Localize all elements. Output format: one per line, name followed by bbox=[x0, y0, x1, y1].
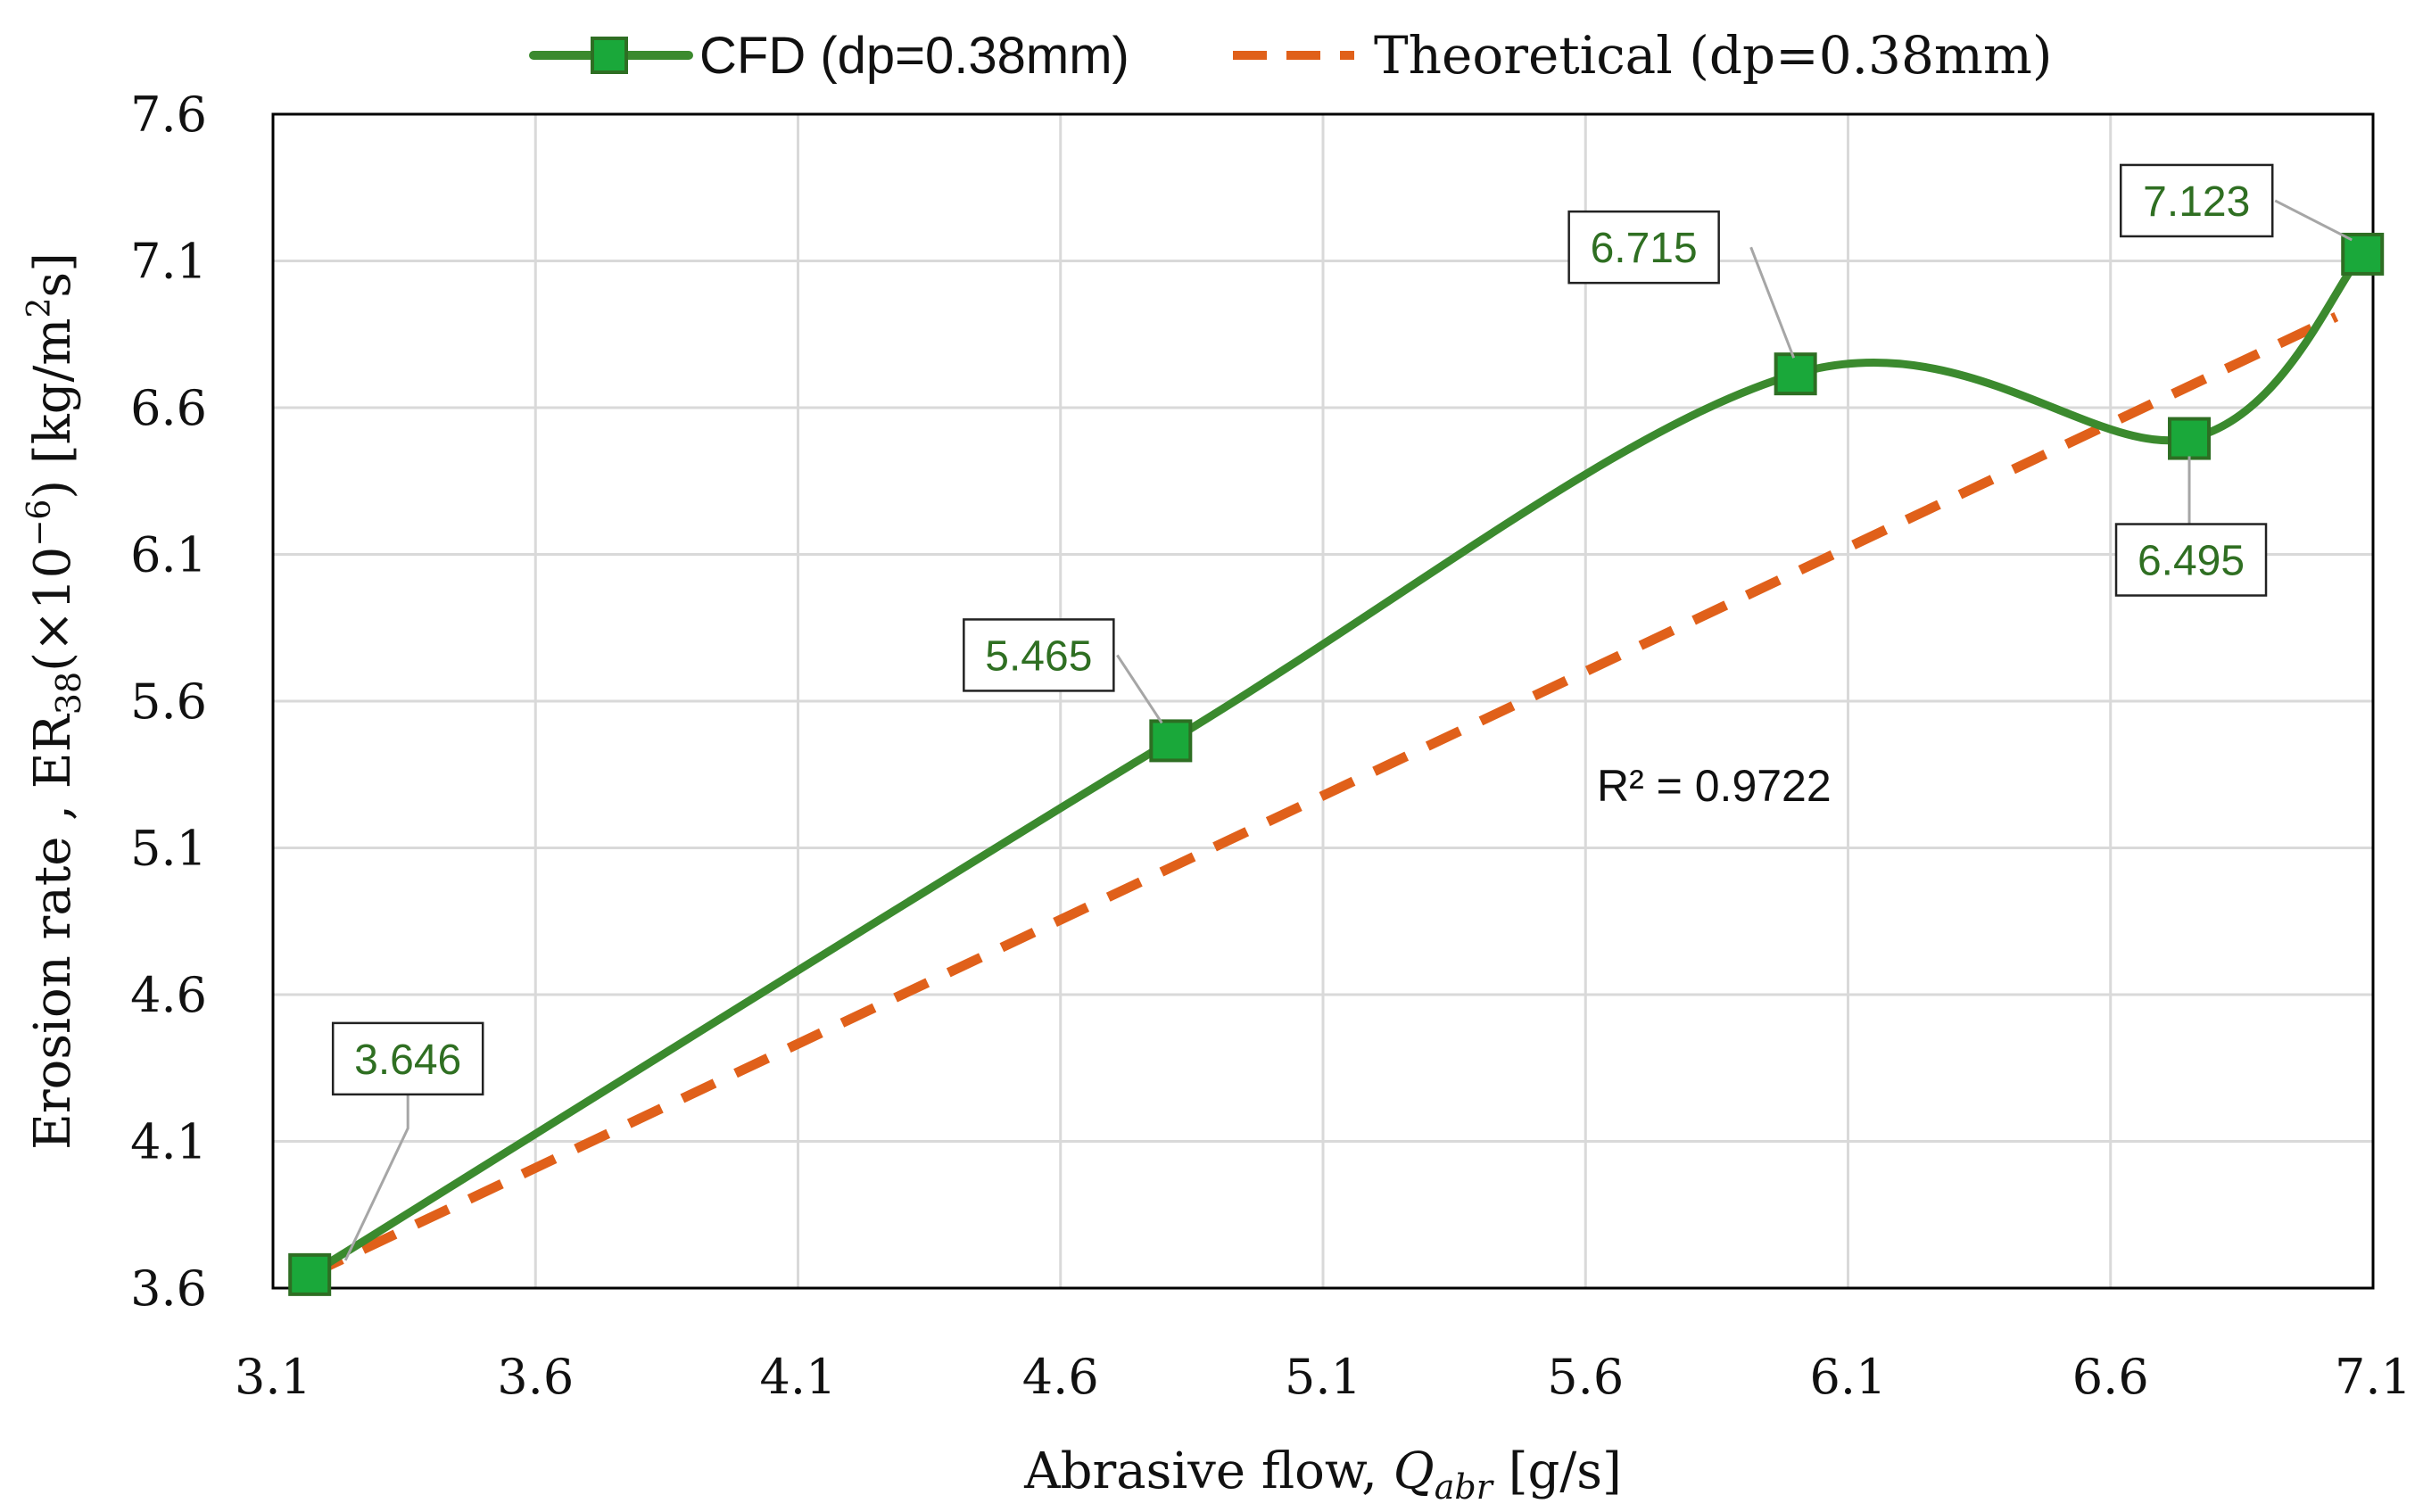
data-label-leader-0 bbox=[343, 1094, 409, 1261]
x-axis-ticks: 3.1 3.6 4.1 4.6 5.1 5.6 6.1 6.6 7.1 bbox=[235, 1349, 2411, 1405]
y-axis-ticks: 3.6 4.1 4.6 5.1 5.6 6.1 6.6 7.1 7.6 bbox=[130, 87, 207, 1317]
data-label-leader-4 bbox=[2274, 199, 2353, 242]
y-axis-title-exponent: −6 bbox=[21, 500, 58, 547]
x-tick-label-8: 7.1 bbox=[2335, 1349, 2411, 1405]
data-label-1: 5.465 bbox=[985, 632, 1092, 680]
y-axis-title-close: ) [kg/m bbox=[24, 318, 82, 499]
y-tick-label-1: 4.1 bbox=[130, 1114, 207, 1170]
y-axis-title-unit-exponent: 2 bbox=[21, 298, 58, 318]
y-tick-label-8: 7.6 bbox=[130, 87, 207, 143]
data-label-box-2 bbox=[1567, 210, 1720, 285]
legend: CFD (dp=0.38mm) Theoretical (dp=0.38mm) bbox=[529, 25, 2053, 86]
data-label-3: 6.495 bbox=[2138, 538, 2245, 585]
data-label-leader-1 bbox=[1116, 654, 1163, 724]
y-axis-title-tail: s] bbox=[24, 252, 82, 298]
cfd-marker-2 bbox=[1774, 352, 1817, 396]
plot-area-frame bbox=[271, 112, 2375, 1290]
cfd-marker-3 bbox=[2168, 417, 2212, 460]
data-labels: 3.646 5.465 6.715 6.495 7.123 bbox=[331, 163, 2353, 1261]
y-axis-title: Erosion rate , ER38(×10−6) [kg/m2s] bbox=[21, 252, 88, 1150]
grid bbox=[271, 112, 2375, 1290]
x-tick-label-1: 3.6 bbox=[497, 1349, 574, 1405]
x-tick-label-5: 5.6 bbox=[1547, 1349, 1624, 1405]
r-squared-annotation: R² = 0.9722 bbox=[1597, 761, 1832, 811]
cfd-marker-1 bbox=[1149, 719, 1193, 763]
data-label-box-3 bbox=[2114, 523, 2268, 597]
x-tick-label-7: 6.6 bbox=[2072, 1349, 2149, 1405]
legend-theoretical-label: Theoretical (dp=0.38mm) bbox=[1374, 25, 2053, 86]
x-axis-title-subscript: abr bbox=[1435, 1467, 1495, 1507]
y-tick-label-5: 6.1 bbox=[130, 527, 207, 583]
data-label-leader-2 bbox=[1749, 246, 1796, 359]
y-tick-label-6: 6.6 bbox=[130, 380, 207, 436]
theoretical-series bbox=[307, 312, 2339, 1279]
y-tick-label-0: 3.6 bbox=[130, 1260, 207, 1317]
theoretical-trendline bbox=[307, 312, 2339, 1279]
cfd-marker-4 bbox=[2341, 232, 2385, 276]
y-tick-label-4: 5.6 bbox=[130, 673, 207, 730]
legend-cfd-label: CFD (dp=0.38mm) bbox=[699, 27, 1129, 85]
legend-cfd-marker bbox=[591, 37, 628, 74]
data-label-0: 3.646 bbox=[354, 1037, 461, 1084]
y-axis-title-mid: (×10 bbox=[24, 547, 82, 672]
data-label-4: 7.123 bbox=[2143, 178, 2250, 226]
x-axis-title-symbol: Q bbox=[1393, 1442, 1435, 1500]
data-label-box-1 bbox=[963, 618, 1115, 692]
x-axis-title: Abrasive flow, Qabr [g/s] bbox=[1023, 1442, 1622, 1511]
x-axis-title-unit: [g/s] bbox=[1509, 1442, 1622, 1500]
x-tick-label-3: 4.6 bbox=[1022, 1349, 1099, 1405]
y-tick-label-2: 4.6 bbox=[130, 967, 207, 1023]
y-tick-label-7: 7.1 bbox=[130, 234, 207, 290]
cfd-series bbox=[288, 232, 2385, 1296]
x-tick-label-0: 3.1 bbox=[235, 1349, 311, 1405]
y-axis-title-subscript: 38 bbox=[49, 672, 88, 715]
data-label-box-0 bbox=[331, 1021, 484, 1096]
data-label-2: 6.715 bbox=[1591, 225, 1698, 272]
cfd-marker-0 bbox=[288, 1252, 332, 1296]
y-tick-label-3: 5.1 bbox=[130, 821, 207, 877]
x-tick-label-4: 5.1 bbox=[1285, 1349, 1361, 1405]
y-axis-title-prefix: Erosion rate , ER bbox=[24, 713, 82, 1150]
data-label-box-4 bbox=[2119, 163, 2274, 238]
x-tick-label-6: 6.1 bbox=[1810, 1349, 1887, 1405]
x-axis-title-text: Abrasive flow, bbox=[1023, 1442, 1377, 1500]
x-tick-label-2: 4.1 bbox=[760, 1349, 837, 1405]
